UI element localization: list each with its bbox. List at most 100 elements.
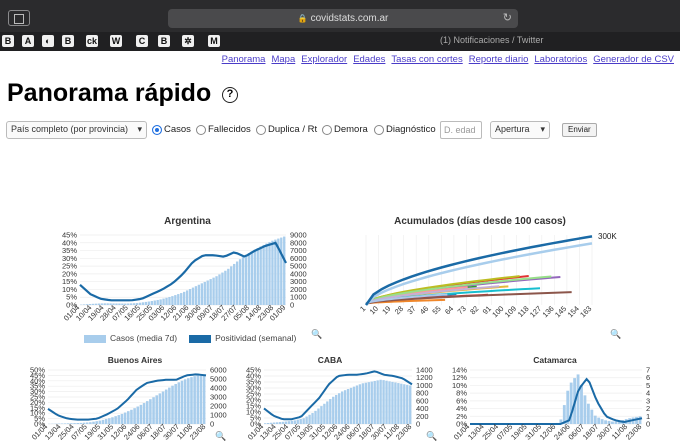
bar-casos: [332, 397, 334, 424]
bar-casos: [374, 381, 376, 424]
bar-casos: [230, 266, 232, 305]
chart-title-buenos-aires: Buenos Aires: [75, 355, 195, 365]
bar-casos: [124, 413, 127, 424]
x-tick: 46: [418, 304, 430, 316]
bookmark-favicon-2[interactable]: ◐: [42, 35, 54, 47]
bar-casos: [264, 423, 266, 424]
y-right-tick: 6000: [210, 366, 227, 375]
bar-casos: [197, 376, 200, 424]
bar-casos: [365, 383, 367, 424]
apertura-select[interactable]: Apertura: [490, 121, 550, 139]
bookmark-favicon-0[interactable]: B: [2, 35, 14, 47]
nav-link-mapa[interactable]: Mapa: [271, 54, 295, 65]
url-text: covidstats.com.ar: [311, 13, 389, 24]
radio-label: Duplica / Rt: [268, 124, 317, 135]
bar-casos: [221, 273, 223, 305]
zoom-icon-acumulados[interactable]: 🔍: [610, 329, 621, 340]
bar-casos: [130, 410, 133, 424]
sidebar-toggle-icon[interactable]: [8, 10, 30, 26]
radio-dot: [322, 125, 332, 135]
bar-casos: [142, 302, 144, 305]
nav-link-edades[interactable]: Edades: [353, 54, 385, 65]
bar-casos: [184, 379, 187, 424]
address-bar[interactable]: 🔒covidstats.com.ar ↻: [168, 9, 518, 28]
page-content: Panorama Mapa Explorador Edades Tasas con co…: [0, 51, 680, 409]
bar-casos: [353, 387, 355, 424]
bar-casos: [146, 401, 149, 424]
x-tick: 10: [368, 304, 380, 316]
bar-casos: [388, 381, 390, 424]
bar-casos: [86, 422, 89, 424]
bar-casos: [115, 303, 117, 305]
bar-casos: [165, 298, 167, 305]
bookmark-favicon-4[interactable]: ck: [86, 35, 98, 47]
radio-diagn-stico[interactable]: Diagnóstico: [374, 124, 436, 135]
bar-casos: [350, 388, 352, 424]
y-right-tick: 4000: [210, 384, 227, 393]
bar-casos: [201, 283, 203, 305]
bar-casos: [140, 405, 143, 424]
legend-swatch-positividad: [189, 335, 211, 343]
bar-casos: [580, 385, 583, 424]
legend-positividad[interactable]: Positividad (semanal): [189, 333, 296, 343]
bookmark-favicon-5[interactable]: W: [110, 35, 122, 47]
radio-demora[interactable]: Demora: [322, 124, 368, 135]
bookmark-favicon-8[interactable]: ✲: [182, 35, 194, 47]
bookmark-favicon-9[interactable]: M: [208, 35, 220, 47]
radio-dot: [256, 125, 266, 135]
legend-casos[interactable]: Casos (media 7d): [84, 333, 177, 343]
radio-dot: [196, 125, 206, 135]
region-select[interactable]: País completo (por provincia): [6, 121, 147, 139]
buenos-aires-chart: 50%45%40%35%30%25%20%15%10%5%0%600050004…: [18, 366, 236, 446]
x-tick: 163: [578, 304, 593, 319]
bar-casos: [233, 264, 235, 305]
help-icon[interactable]: ?: [222, 87, 238, 103]
radio-duplica-rt[interactable]: Duplica / Rt: [256, 124, 317, 135]
bar-casos: [362, 383, 364, 424]
radio-fallecidos[interactable]: Fallecidos: [196, 124, 251, 135]
nav-link-panorama[interactable]: Panorama: [222, 54, 266, 65]
top-navigation: Panorama Mapa Explorador Edades Tasas con co…: [216, 54, 674, 65]
chart-legend: Casos (media 7d) Positividad (semanal): [84, 333, 296, 343]
radio-casos[interactable]: Casos: [152, 124, 191, 135]
zoom-icon-argentina[interactable]: 🔍: [311, 329, 322, 340]
bar-casos: [400, 384, 402, 424]
bar-casos: [587, 404, 590, 424]
nav-link-generador-de-csv[interactable]: Generador de CSV: [593, 54, 674, 65]
x-tick: 23/08: [624, 422, 644, 442]
nav-link-laboratorios[interactable]: Laboratorios: [534, 54, 587, 65]
bar-casos: [376, 380, 378, 424]
legend-swatch-casos: [84, 335, 106, 343]
tab-title[interactable]: (1) Notificaciones / Twitter: [440, 35, 543, 45]
nav-link-tasas-con-cortes[interactable]: Tasas con cortes: [391, 54, 462, 65]
edad-input[interactable]: D. edad: [440, 121, 482, 139]
bookmark-favicon-1[interactable]: A: [22, 35, 34, 47]
bar-casos: [614, 421, 617, 424]
bar-casos: [385, 381, 387, 424]
bookmark-favicon-6[interactable]: C: [136, 35, 148, 47]
legend-casos-label: Casos (media 7d): [110, 333, 177, 343]
lock-icon: 🔒: [298, 14, 308, 23]
bar-casos: [356, 385, 358, 424]
bar-casos: [379, 380, 381, 424]
bookmark-favicon-3[interactable]: B: [62, 35, 74, 47]
bar-casos: [174, 384, 177, 424]
zoom-icon-buenos-aires[interactable]: 🔍: [215, 431, 226, 442]
bar-casos: [601, 419, 604, 424]
bar-casos: [335, 395, 337, 424]
nav-link-explorador[interactable]: Explorador: [301, 54, 347, 65]
nav-link-reporte-diario[interactable]: Reporte diario: [469, 54, 529, 65]
reload-icon[interactable]: ↻: [503, 9, 512, 28]
send-button[interactable]: Enviar: [562, 123, 597, 137]
bookmark-favicon-7[interactable]: B: [158, 35, 170, 47]
bar-casos: [251, 251, 253, 305]
bar-casos: [200, 375, 203, 424]
zoom-icon-caba[interactable]: 🔍: [426, 431, 437, 442]
bar-casos: [323, 404, 325, 424]
chart-title-argentina: Argentina: [80, 216, 295, 227]
bar-casos: [391, 382, 393, 424]
bar-casos: [76, 423, 79, 424]
bar-casos: [611, 422, 614, 424]
bar-casos: [273, 423, 275, 424]
